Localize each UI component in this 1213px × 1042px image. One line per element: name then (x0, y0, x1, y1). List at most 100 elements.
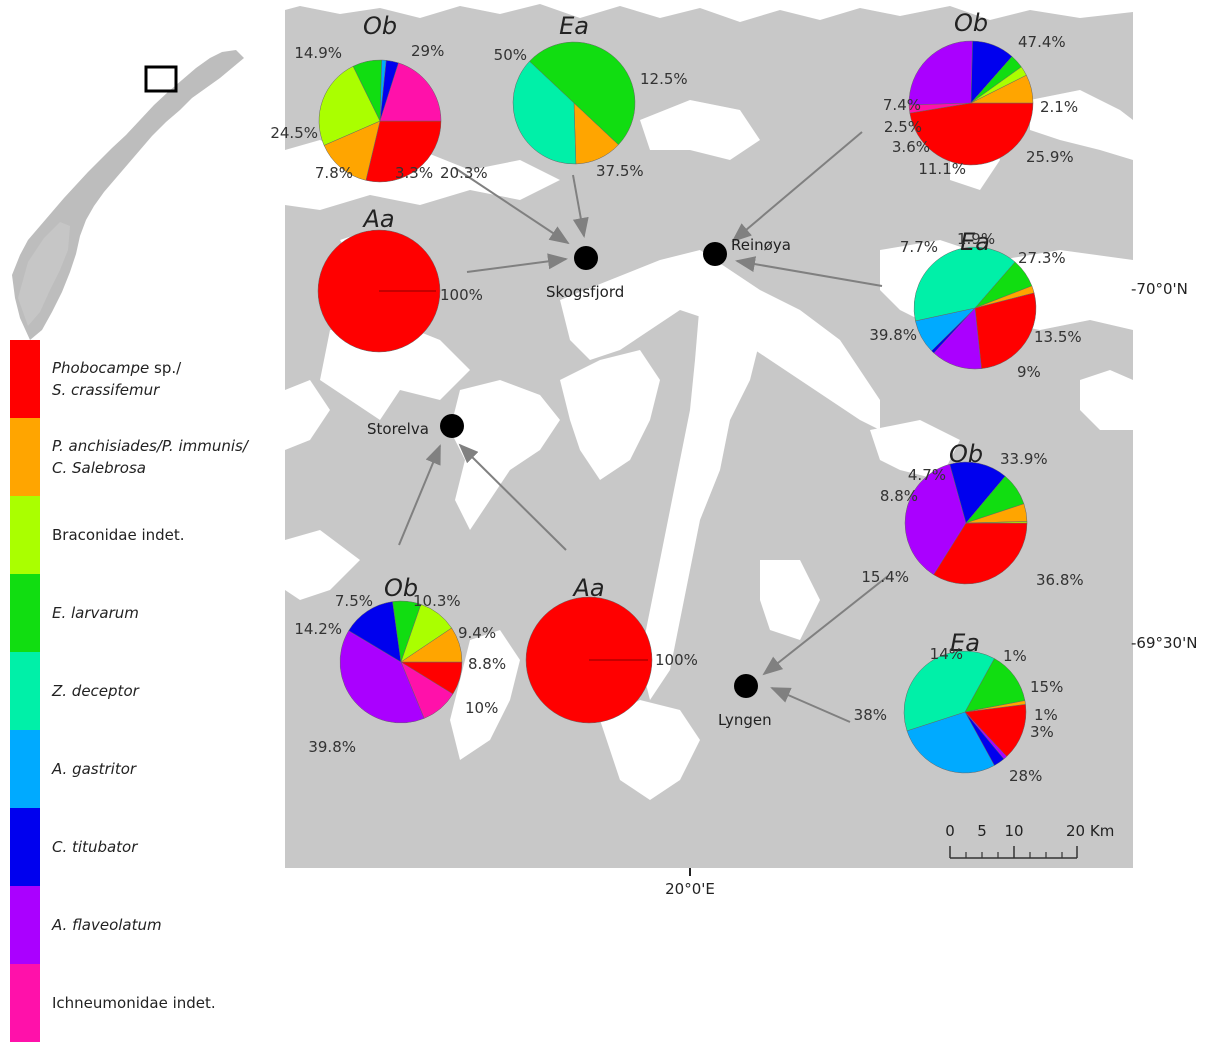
pie-percent-label: 3.6% (892, 138, 930, 156)
legend-text-line1: P. anchisiades/P. immunis/ (52, 437, 248, 455)
pie-percent-label: 10.3% (413, 592, 461, 610)
legend-text-line1: A. flaveolatum (52, 916, 162, 934)
pie-percent-label: 11.1% (918, 160, 966, 178)
site-markers: Skogsfjord Reinøya Storelva Lyngen (367, 236, 791, 729)
pie-percent-label: 39.8% (869, 326, 917, 344)
scale-bar: 0 5 10 20 Km (945, 822, 1114, 859)
pie-percent-label: 15% (1030, 678, 1063, 696)
pie-slice (904, 463, 967, 576)
lat-label-70: -70°0'N (1131, 280, 1188, 298)
pie-percent-label: 8.8% (880, 487, 918, 505)
legend-swatch (10, 652, 40, 730)
pie-slice (512, 60, 577, 165)
site-label-lyngen: Lyngen (718, 711, 772, 729)
pie-title: Aa (361, 205, 394, 233)
pie-percent-label: 7.5% (335, 592, 373, 610)
arrow-ob3-lyngen (762, 575, 889, 676)
scale-label-10: 10 (1004, 822, 1023, 840)
pie-title: Ea (960, 228, 990, 256)
site-marker-lyngen (734, 674, 758, 698)
pie-percent-label: 4.7% (908, 466, 946, 484)
pie-slice (365, 120, 442, 183)
map-figure: -70°0'N -69°30'N 20°0'E 0 5 10 20 Km (12, 0, 1197, 898)
pie-slice (906, 711, 995, 774)
scale-label-0: 0 (945, 822, 955, 840)
legend-label: Z. deceptor (52, 652, 139, 730)
legend-label: E. larvarum (52, 574, 139, 652)
pie-percent-label: 39.8% (308, 738, 356, 756)
scale-label-20: 20 Km (1066, 822, 1114, 840)
pie-skogsfjord-ob: Ob 29% 14.9% 24.5% 7.8% 3.3% 20.3% (270, 12, 488, 183)
legend-text-line1: C. titubator (52, 838, 138, 856)
site-label-storelva: Storelva (367, 420, 429, 438)
legend-text-line1: Phobocampe (52, 359, 150, 377)
legend-label: P. anchisiades/P. immunis/ C. Salebrosa (52, 418, 248, 496)
pie-title: Ea (559, 12, 589, 40)
legend-swatch (10, 574, 40, 652)
pie-slice (339, 630, 425, 724)
pie-percent-label: 50% (494, 46, 527, 64)
legend-text-line1: Ichneumonidae indet. (52, 994, 216, 1012)
legend-swatch (10, 730, 40, 808)
arrow-ea1-skogsfjord (572, 174, 589, 238)
legend-label: A. gastritor (52, 730, 136, 808)
arrow-aa2-storelva (458, 443, 567, 551)
pie-slice (974, 285, 1035, 309)
pie-percent-label: 29% (411, 42, 444, 60)
lat-label-69-30: -69°30'N (1131, 634, 1197, 652)
pie-slice (400, 627, 463, 663)
legend-label: Phobocampe sp./ S. crassifemur (52, 340, 181, 418)
pie-slice (908, 40, 973, 106)
pie-percent-label: 8.8% (468, 655, 506, 673)
legend-item-phobocampe: Phobocampe sp./ S. crassifemur (10, 340, 280, 418)
arrows (398, 131, 889, 723)
legend-item-flaveolatum: A. flaveolatum (10, 886, 280, 964)
site-marker-reinoya (703, 242, 727, 266)
legend-text-line1: E. larvarum (52, 604, 139, 622)
legend-text-line1: Braconidae indet. (52, 526, 185, 544)
pie-percent-label: 38% (854, 706, 887, 724)
legend-item-anchisiades: P. anchisiades/P. immunis/ C. Salebrosa (10, 418, 280, 496)
scale-label-5: 5 (977, 822, 987, 840)
site-marker-storelva (440, 414, 464, 438)
pie-percent-label: 47.4% (1018, 33, 1066, 51)
pie-skogsfjord-ea: Ea 12.5% 37.5% 50% (494, 12, 688, 180)
legend-text-line1: A. gastritor (52, 760, 137, 778)
inset-locator-box (144, 65, 178, 93)
pie-slice (323, 120, 381, 181)
legend-swatch (10, 964, 40, 1042)
pie-percent-label: 12.5% (640, 70, 688, 88)
pie-percent-label: 3% (1030, 723, 1054, 741)
legend-text-line1: Z. deceptor (52, 682, 139, 700)
pie-percent-label: 37.5% (596, 162, 644, 180)
pie-percent-label: 2.1% (1040, 98, 1078, 116)
pie-reinya-ea: Ea 27.3% 13.5% 9% 39.8% 7.7% 1.9% (869, 228, 1081, 381)
legend-label: Ichneumonidae indet. (52, 964, 216, 1042)
pie-percent-label: 3.3% (395, 164, 433, 182)
legend-label: C. titubator (52, 808, 137, 886)
pie-percent-label: 9.4% (458, 624, 496, 642)
arrow-ob4-storelva (398, 444, 441, 546)
pie-percent-label: 14.9% (294, 44, 342, 62)
pie-percent-label: 15.4% (861, 568, 909, 586)
pie-title: Ob (384, 574, 418, 602)
pie-title: Ob (363, 12, 397, 40)
pie-percent-label: 2.5% (884, 118, 922, 136)
legend-swatch (10, 808, 40, 886)
legend-item-titubator: C. titubator (10, 808, 280, 886)
pie-skogsfjord-aa: Aa 100% (317, 205, 483, 353)
site-marker-skogsfjord (574, 246, 598, 270)
pie-percent-label: 28% (1009, 767, 1042, 785)
pie-slice (348, 601, 402, 663)
pie-slice (933, 522, 1028, 585)
pie-percent-label: 25.9% (1026, 148, 1074, 166)
site-label-reinoya: Reinøya (731, 236, 791, 254)
legend-swatch (10, 496, 40, 574)
legend-text-line2: S. crassifemur (52, 381, 160, 399)
pie-slice (964, 700, 1026, 713)
legend-item-ichneumonidae: Ichneumonidae indet. (10, 964, 280, 1042)
pie-slice (974, 292, 1037, 369)
pie-title: Ob (949, 440, 983, 468)
pie-percent-label: 10% (465, 699, 498, 717)
pie-title: Aa (571, 574, 604, 602)
